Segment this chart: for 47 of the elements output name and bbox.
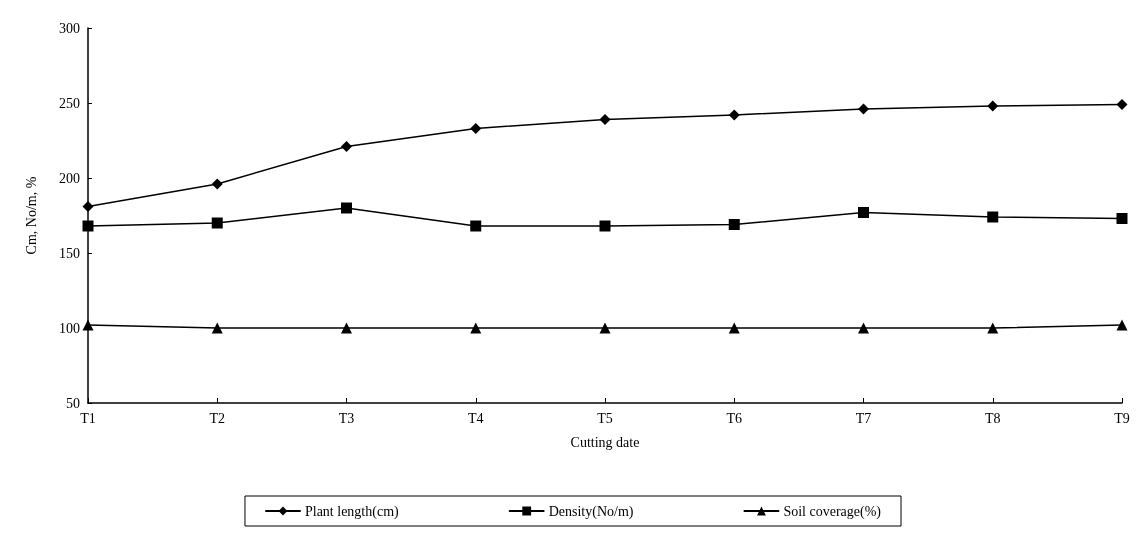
point bbox=[987, 211, 999, 223]
point bbox=[470, 322, 482, 334]
point bbox=[599, 322, 611, 334]
y-tick-label: 200 bbox=[59, 170, 80, 186]
point bbox=[728, 322, 740, 334]
x-tick-label: T6 bbox=[726, 410, 743, 426]
point bbox=[728, 219, 740, 230]
x-tick-label: T7 bbox=[855, 410, 872, 426]
x-tick-label: T3 bbox=[338, 410, 355, 426]
y-axis-title: Cm, No/m, % bbox=[23, 176, 39, 255]
point bbox=[858, 103, 869, 115]
y-tick-label: 300 bbox=[59, 20, 80, 36]
point bbox=[82, 220, 94, 232]
point bbox=[987, 100, 999, 112]
legend-label: Soil coverage(%) bbox=[783, 503, 882, 520]
x-tick-label: T9 bbox=[1114, 410, 1130, 426]
legend-label: Density(No/m) bbox=[548, 503, 634, 520]
x-tick-label: T2 bbox=[209, 410, 226, 426]
point bbox=[82, 319, 94, 331]
point bbox=[211, 217, 223, 229]
point bbox=[858, 207, 869, 218]
point bbox=[470, 220, 482, 232]
point bbox=[1116, 99, 1128, 110]
point bbox=[599, 220, 611, 232]
legend-label: Plant length(cm) bbox=[304, 503, 400, 520]
point bbox=[211, 322, 223, 334]
point bbox=[858, 322, 869, 334]
x-tick-label: T5 bbox=[597, 410, 613, 426]
y-tick-label: 150 bbox=[59, 245, 80, 261]
point bbox=[728, 109, 740, 121]
x-tick-label: T1 bbox=[80, 410, 96, 426]
point bbox=[470, 123, 482, 134]
x-tick-label: T8 bbox=[984, 410, 1001, 426]
y-tick-label: 250 bbox=[59, 95, 80, 111]
y-tick-label: 50 bbox=[66, 395, 80, 411]
point bbox=[341, 141, 352, 152]
point bbox=[1116, 213, 1128, 224]
x-axis-title: Cutting date bbox=[570, 434, 640, 450]
point bbox=[341, 202, 352, 214]
x-tick-label: T4 bbox=[467, 410, 484, 426]
point bbox=[599, 114, 611, 125]
point bbox=[987, 322, 999, 334]
point bbox=[1116, 319, 1128, 331]
point bbox=[341, 322, 352, 334]
y-tick-label: 100 bbox=[59, 320, 80, 336]
point bbox=[211, 178, 223, 190]
point bbox=[82, 201, 94, 212]
